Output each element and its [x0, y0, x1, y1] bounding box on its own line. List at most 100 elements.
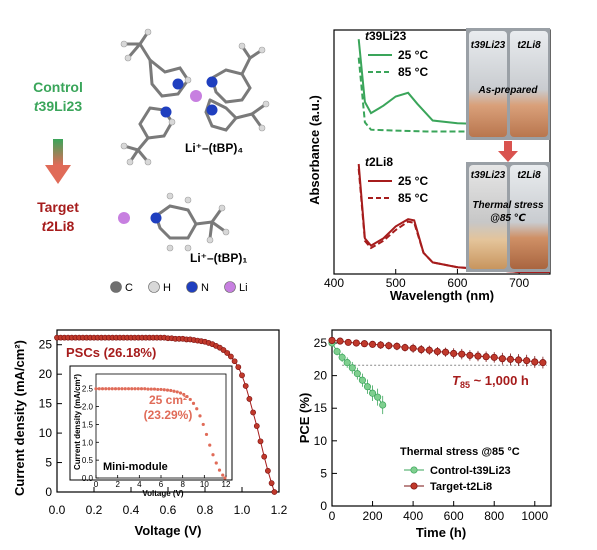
- jv-y-tick-label: 0: [45, 485, 52, 499]
- inset-point: [178, 391, 183, 395]
- stability-x-label: Time (h): [416, 525, 466, 540]
- atom-legend-swatch-n: [186, 281, 198, 293]
- stability-point-target: [328, 336, 336, 344]
- jv-point: [253, 423, 260, 429]
- jv-point: [257, 438, 264, 445]
- inset-annotation-pce: (23.29%): [144, 408, 193, 422]
- stability-axes-frame: [331, 329, 552, 507]
- inset-y-tick-label: 0.5: [82, 456, 94, 465]
- atom-legend: C H N Li: [110, 281, 248, 294]
- stability-point-target: [385, 342, 393, 350]
- jv-x-tick-label: 1.2: [271, 503, 288, 517]
- jv-point: [235, 364, 242, 371]
- photo-as-prepared-right-label: t2Li8: [517, 40, 541, 51]
- legend-t2li8-25c: 25 °C: [398, 174, 428, 188]
- photo-transition-arrow: [498, 141, 518, 162]
- jv-point: [231, 358, 238, 365]
- inset-point: [107, 387, 111, 391]
- stability-legend-label: Target-t2Li8: [430, 481, 492, 493]
- control-name: t39Li23: [34, 98, 82, 114]
- inset-point: [162, 388, 166, 392]
- jv-x-tick-label: 0.0: [49, 503, 66, 517]
- molecule-li-tbp1: [118, 192, 230, 252]
- panel-jv: Current density (mA/cm²) 0.0 0.2 0.4 0.6 0.8…: [12, 329, 288, 538]
- stability-legend: Control-t39Li23 Target-t2Li8: [404, 465, 511, 493]
- stability-legend-label: Control-t39Li23: [430, 465, 511, 477]
- inset-point: [201, 422, 205, 427]
- inset-point: [149, 387, 153, 391]
- absorbance-x-tick-label: 500: [386, 276, 406, 290]
- legend-t39li23: t39Li23 25 °C 85 °C: [365, 29, 428, 79]
- stability-y-tick-label: 20: [314, 369, 328, 383]
- jv-point: [250, 409, 256, 416]
- inset-point: [123, 387, 127, 391]
- stability-y-label: PCE (%): [297, 393, 312, 444]
- stability-x-tick-label: 800: [484, 509, 504, 523]
- jv-point: [239, 372, 245, 379]
- stability-y-tick-label: 10: [314, 434, 328, 448]
- inset-point: [117, 387, 121, 391]
- jv-y-tick-label: 25: [39, 338, 53, 352]
- legend-t39li23-85c: 85 °C: [398, 65, 428, 79]
- stability-annotation: T85 ~ 1,000 h: [452, 373, 529, 390]
- atom-legend-swatch-h: [148, 281, 160, 293]
- stability-point-target: [377, 341, 385, 349]
- inset-panel: [69, 365, 233, 481]
- stability-legend-title: Thermal stress @85 °C: [400, 446, 520, 458]
- jv-point: [220, 347, 227, 353]
- stability-y-tick-label: 5: [320, 466, 327, 480]
- stability-point-target: [515, 356, 523, 364]
- stability-series: [328, 336, 547, 415]
- panel-absorbance: Absorbance (a.u.) 400 500 600 700 Wavelengt…: [307, 28, 551, 303]
- transition-arrow-head: [45, 165, 71, 184]
- inset-y-tick-label: 2.5: [82, 385, 94, 394]
- stability-point-target: [409, 344, 417, 352]
- stability-point-target: [450, 349, 458, 358]
- inset-point: [97, 387, 101, 391]
- stability-x-tick-label: 200: [363, 509, 383, 523]
- jv-point: [242, 383, 249, 389]
- inset-point: [208, 443, 212, 447]
- photo-thermal-left-label: t39Li23: [471, 170, 506, 181]
- inset-point: [204, 432, 209, 437]
- photo-as-prepared-left-label: t39Li23: [471, 40, 506, 51]
- absorbance-y-label: Absorbance (a.u.): [307, 95, 322, 205]
- stability-point-control: [374, 393, 382, 401]
- vial-t39li23-as-prepared: [469, 31, 507, 137]
- inset-series: [94, 387, 227, 480]
- stability-x-tick-label: 0: [329, 509, 336, 523]
- photo-as-prepared: t39Li23 t2Li8 As-prepared: [466, 28, 550, 140]
- jv-x-tick-label: 0.4: [123, 503, 140, 517]
- stability-point-target: [352, 339, 360, 347]
- stability-point-target: [490, 353, 498, 361]
- inset-y-tick-label: 1.0: [82, 438, 94, 447]
- inset-point: [113, 387, 118, 391]
- absorbance-x-tick-label: 700: [509, 276, 529, 290]
- stability-point-control: [353, 370, 361, 378]
- transition-arrow-shaft: [53, 139, 63, 165]
- inset-x-tick-label: 2: [115, 480, 120, 489]
- stability-point-target: [498, 355, 506, 363]
- stability-point-control: [338, 353, 346, 361]
- stability-point-target: [539, 359, 547, 367]
- stability-point-target: [401, 344, 409, 352]
- inset-y-tick-label: 0.0: [82, 474, 94, 483]
- stability-point-target: [393, 342, 401, 350]
- stability-point-target: [442, 348, 450, 356]
- inset-x-tick-label: 6: [159, 480, 164, 489]
- stability-x-tick-label: 600: [444, 509, 464, 523]
- inset-point: [221, 473, 225, 477]
- stability-point-control: [363, 383, 372, 391]
- legend-t39li23-25c: 25 °C: [398, 48, 428, 62]
- stability-point-target: [344, 338, 352, 346]
- jv-x-tick-label: 0.2: [86, 503, 103, 517]
- absorbance-x-tick-label: 600: [447, 276, 467, 290]
- stability-point-control: [343, 359, 351, 367]
- jv-y-label: Current density (mA/cm²): [12, 340, 27, 496]
- inset-x-tick-label: 0: [94, 480, 99, 489]
- inset-point: [182, 392, 186, 397]
- inset-point: [143, 387, 147, 391]
- jv-point: [264, 467, 271, 474]
